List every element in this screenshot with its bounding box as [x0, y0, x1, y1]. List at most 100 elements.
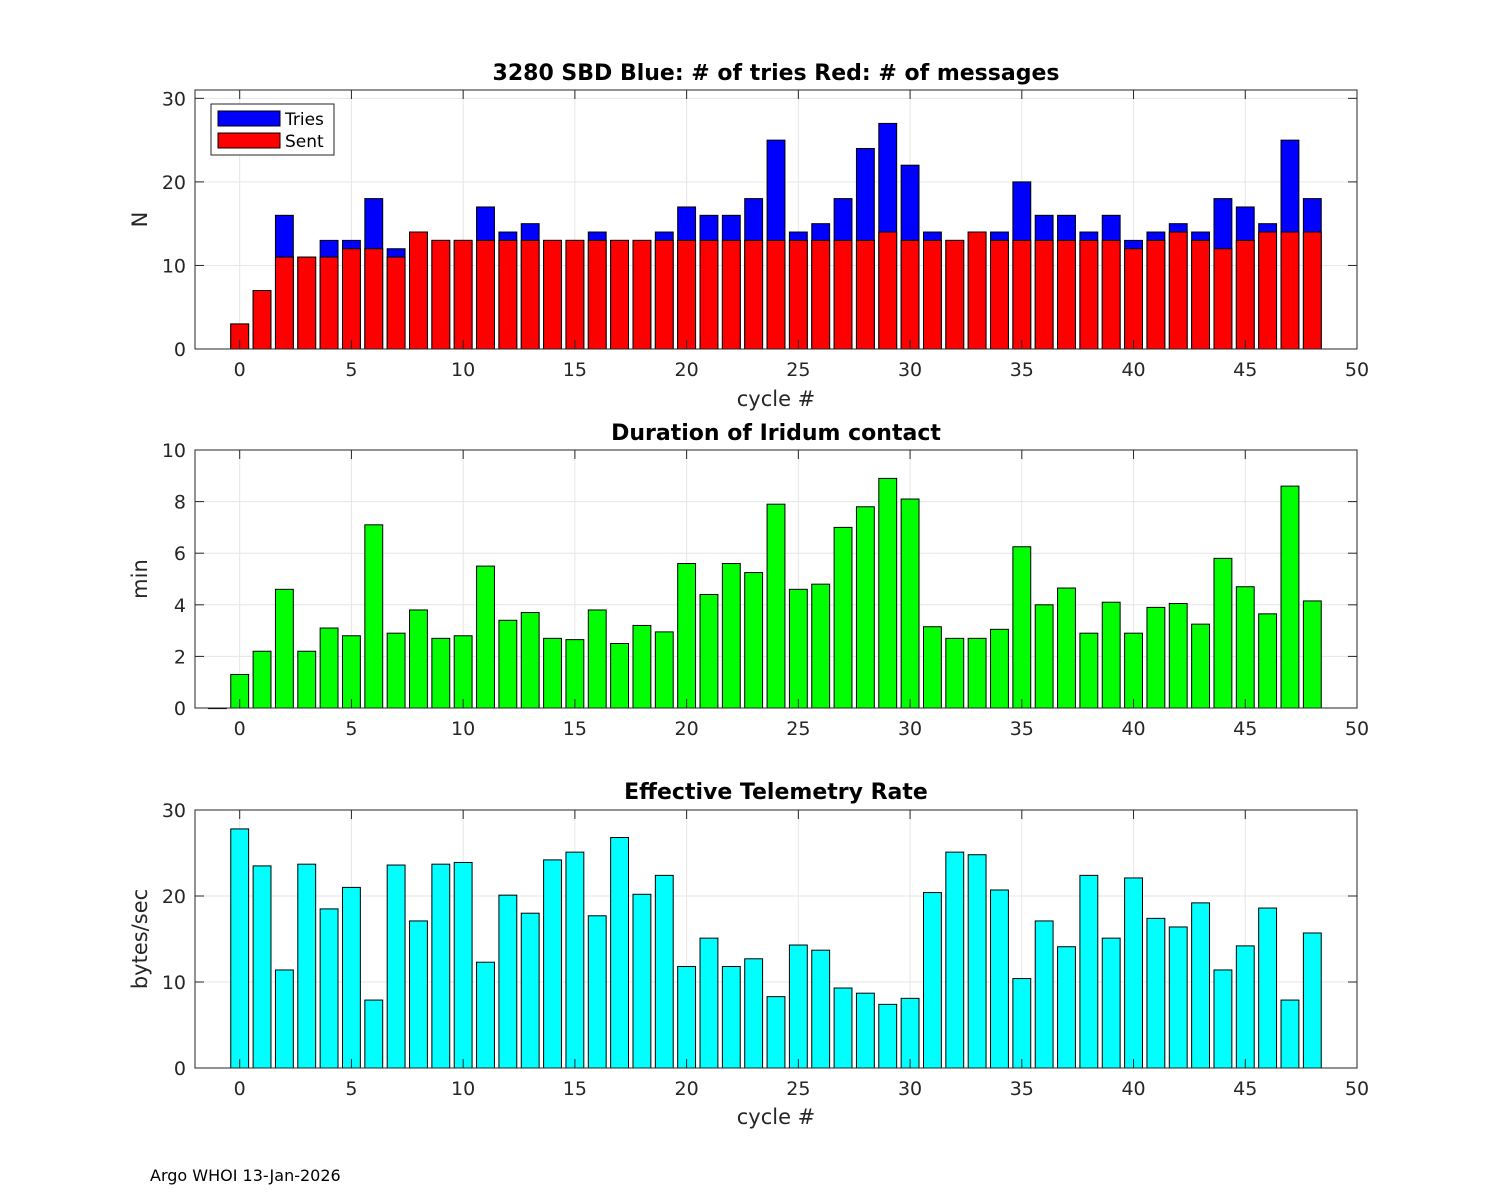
bar-rate-20	[677, 966, 697, 1069]
bar-sent-22	[721, 239, 741, 350]
bar-sent-27	[833, 239, 853, 350]
bar-duration-25	[788, 588, 808, 709]
bar-rate-47	[1280, 999, 1300, 1069]
x-tick-label: 15	[563, 359, 587, 381]
bar-rate-36	[1034, 920, 1054, 1069]
bar-sent-39	[1101, 239, 1121, 350]
bar-sent-14	[543, 239, 562, 350]
bar-sent-6	[364, 248, 384, 350]
x-tick-label: 20	[675, 359, 699, 381]
bar-rate-45	[1235, 945, 1255, 1069]
bar-duration-24	[766, 503, 786, 709]
bar-rate-34	[990, 889, 1009, 1069]
bar-duration-37	[1057, 587, 1076, 709]
bar-duration-32	[945, 637, 965, 709]
bar-rate-29	[878, 1003, 898, 1069]
duration-chart: 0 5 10 15 20 25 30 35 40 45 50 0 2 4 6 8 10 Duration of I…	[128, 421, 1369, 740]
bar-sent-12	[498, 239, 518, 350]
axes-box	[194, 89, 1358, 350]
bar-rate-15	[565, 851, 585, 1069]
telemetry-rate-chart: 0 5 10 15 20 25 30 35 40 45 50 0 10 20 30 Effective Tel…	[128, 780, 1369, 1129]
bar-duration-26	[811, 583, 831, 709]
bar-rate-27	[833, 987, 853, 1069]
bar-sent-42	[1168, 231, 1188, 350]
x-tick-label: 10	[451, 718, 475, 740]
x-axis-label: cycle #	[737, 1105, 816, 1129]
bar-rate-44	[1213, 969, 1233, 1069]
bar-sent-44	[1213, 248, 1233, 350]
y-tick-label: 10	[162, 255, 186, 277]
bar-rate-21	[699, 937, 719, 1069]
bar-sent-8	[409, 231, 428, 350]
bar-sent-45	[1235, 239, 1255, 350]
legend-swatch-sent	[217, 132, 281, 149]
x-tick-label: 40	[1121, 718, 1145, 740]
bar-sent-10	[453, 239, 473, 350]
x-tick-label: 40	[1121, 359, 1145, 381]
bar-duration-22	[721, 563, 741, 709]
x-tick-label: 35	[1010, 359, 1034, 381]
bar-duration-43	[1191, 623, 1211, 709]
y-tick-label: 4	[174, 595, 186, 617]
y-tick-label: 30	[162, 800, 186, 822]
bar-sent-5	[341, 248, 361, 350]
bar-sent-36	[1034, 239, 1054, 350]
bar-sent-33	[967, 231, 987, 350]
bar-rate-48	[1302, 932, 1322, 1069]
bar-duration-19	[654, 631, 674, 709]
bar-rate-35	[1012, 978, 1032, 1069]
bar-rate-22	[721, 966, 741, 1069]
bar-duration-5	[341, 635, 361, 709]
bar-duration-14	[543, 637, 562, 709]
bar-rate-33	[967, 854, 987, 1069]
bar-duration-10	[453, 635, 473, 709]
bar-sent-11	[476, 239, 495, 350]
bar-sent-38	[1079, 239, 1099, 350]
x-tick-label: 0	[234, 1078, 246, 1100]
bar-duration-48	[1302, 600, 1322, 709]
bar-rate-43	[1191, 902, 1211, 1069]
bar-duration-7	[386, 632, 406, 709]
bar-duration-3	[297, 650, 317, 709]
bar-duration-29	[878, 477, 898, 709]
bar-duration-45	[1235, 586, 1255, 709]
bar-sent-9	[431, 239, 451, 350]
bar-rate-24	[766, 996, 786, 1069]
bar-sent-16	[587, 239, 607, 350]
bar-sent-31	[922, 239, 942, 350]
x-tick-label: 25	[786, 1078, 810, 1100]
x-tick-label: 0	[234, 359, 246, 381]
x-tick-label: 15	[563, 718, 587, 740]
chart-title: Duration of Iridum contact	[611, 421, 941, 446]
bar-rate-26	[811, 949, 831, 1069]
bar-rate-16	[587, 915, 607, 1069]
bar-rate-42	[1168, 926, 1188, 1069]
bar-rate-37	[1057, 946, 1076, 1069]
bar-duration-8	[409, 609, 428, 709]
bar-duration-36	[1034, 604, 1054, 709]
bar-duration-9	[431, 637, 451, 709]
x-tick-label: 5	[345, 1078, 357, 1100]
x-tick-label: 50	[1345, 359, 1369, 381]
bar-rate-25	[788, 944, 808, 1069]
bar-duration-17	[610, 643, 630, 709]
x-tick-label: 50	[1345, 1078, 1369, 1100]
bar-duration-11	[476, 565, 495, 709]
bar-rate-19	[654, 874, 674, 1069]
bar-sent-43	[1191, 239, 1211, 350]
bar-sent-21	[699, 239, 719, 350]
bar-rate-30	[900, 997, 920, 1069]
x-tick-label: 15	[563, 1078, 587, 1100]
bar-rate-39	[1101, 937, 1121, 1069]
bar-rate-7	[386, 864, 406, 1069]
bar-duration-30	[900, 498, 920, 709]
bar-rate-11	[476, 961, 495, 1069]
bar-rate-28	[855, 992, 875, 1069]
bar-sent-1	[252, 290, 272, 350]
bar-sent-28	[855, 239, 875, 350]
x-tick-label: 25	[786, 718, 810, 740]
bar-duration-38	[1079, 632, 1099, 709]
y-tick-label: 30	[162, 88, 186, 110]
bar-sent-25	[788, 239, 808, 350]
bar-duration-31	[922, 626, 942, 709]
